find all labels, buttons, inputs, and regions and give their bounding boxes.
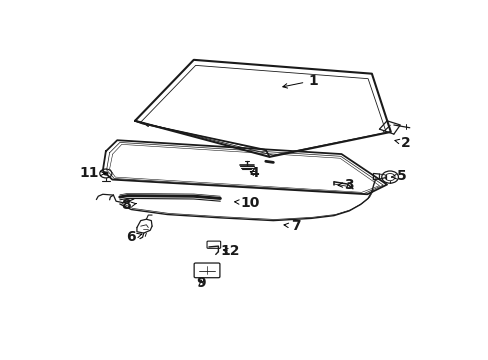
Text: 11: 11 [80,166,105,180]
Text: 2: 2 [394,136,410,150]
FancyBboxPatch shape [206,241,220,248]
FancyBboxPatch shape [194,263,220,278]
Circle shape [104,172,107,175]
Text: 6: 6 [126,230,142,244]
Text: 4: 4 [249,166,259,180]
Text: 3: 3 [337,177,353,192]
Text: 8: 8 [121,198,136,212]
Text: 12: 12 [220,244,239,258]
Text: 1: 1 [282,74,317,88]
Text: 9: 9 [196,276,206,290]
Text: 7: 7 [284,219,300,233]
Text: 5: 5 [391,169,406,183]
Text: 10: 10 [234,195,260,210]
